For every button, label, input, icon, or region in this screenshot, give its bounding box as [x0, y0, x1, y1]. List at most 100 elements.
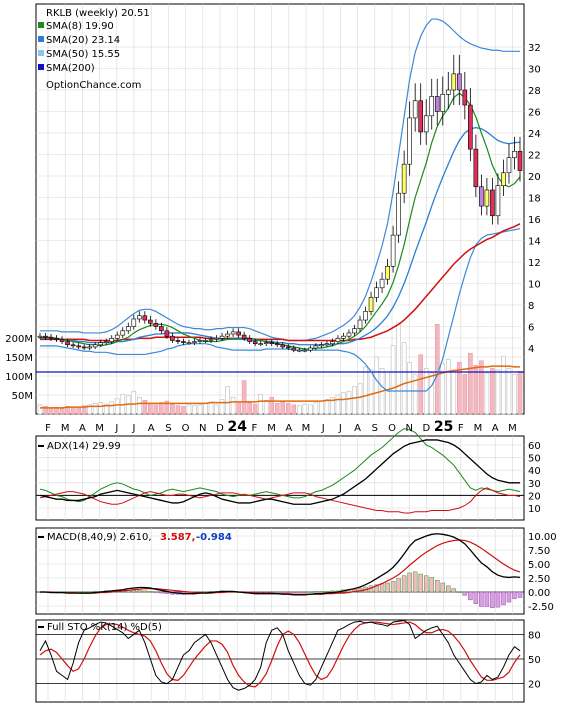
legend-sma50: SMA(50) 15.55: [46, 49, 120, 60]
candle-body: [335, 338, 341, 342]
volume-bar: [70, 406, 76, 415]
x-tick-label: F: [45, 423, 51, 434]
candle-body: [37, 335, 43, 338]
price-tick-label: 12: [528, 258, 541, 269]
macd-histogram-bar: [434, 579, 440, 593]
candle-body: [76, 345, 81, 348]
candle-body: [81, 346, 87, 349]
candle-body: [517, 150, 523, 171]
volume-bar: [230, 396, 236, 415]
volume-bar: [445, 358, 451, 415]
volume-bar: [484, 372, 490, 415]
macd-histogram-bar: [396, 578, 401, 593]
candle-body: [43, 335, 48, 338]
adx-panel-frame: [35, 435, 525, 521]
macd-histogram-bar: [324, 591, 330, 593]
macd-histogram-bar: [401, 575, 407, 593]
x-tick-label: 24: [227, 419, 247, 435]
volume-bar: [37, 404, 43, 415]
macd-histogram-bar: [506, 591, 512, 603]
adx-line: [39, 439, 521, 505]
candle-body: [324, 343, 330, 346]
volume-bar: [308, 404, 313, 415]
candle-body: [87, 346, 92, 349]
volume-bar: [412, 374, 418, 415]
candle-body: [241, 334, 247, 339]
x-tick-label: J: [321, 423, 325, 434]
volume-bar: [148, 403, 153, 415]
macd-histogram-bar: [418, 573, 423, 593]
candle-body: [142, 315, 148, 321]
candle-body: [125, 326, 131, 332]
price-layer: [36, 18, 524, 392]
candle-body: [379, 278, 385, 289]
macd-histogram-bar: [153, 591, 159, 593]
volume-bar: [330, 396, 335, 415]
volume-bar: [203, 403, 208, 415]
macd-histogram-bar: [468, 591, 473, 601]
candle-body: [390, 234, 396, 267]
volume-bar: [368, 369, 374, 415]
volume-bar: [252, 403, 258, 415]
volume-bar: [506, 368, 512, 415]
volume-bar: [186, 404, 192, 415]
macd-tick-label: 7.50: [528, 546, 550, 557]
volume-bar: [297, 405, 302, 415]
candle-body: [319, 344, 324, 347]
macd-histogram-bar: [517, 591, 523, 598]
bollinger-lower-line: [40, 228, 521, 392]
volume-bar: [81, 405, 87, 415]
macd-histogram-bar: [159, 591, 164, 594]
candle-body: [214, 338, 219, 340]
price-tick-label: 32: [528, 43, 541, 54]
candle-body: [103, 341, 109, 343]
macd-line: [40, 533, 521, 596]
candle-body: [396, 192, 401, 236]
x-tick-label: N: [199, 423, 206, 434]
candle-body: [274, 343, 280, 346]
volume-bar: [197, 404, 203, 415]
candle-body: [181, 341, 186, 343]
price-tick-label: 8: [528, 301, 534, 312]
macd-histogram-bar: [302, 591, 308, 593]
volume-bar: [512, 374, 517, 415]
volume-bar: [346, 390, 352, 415]
volume-bar: [462, 374, 468, 415]
volume-bar: [258, 393, 263, 415]
volume-bar: [247, 402, 252, 415]
volume-bar: [401, 342, 407, 415]
candle-body: [451, 73, 457, 91]
macd-histogram-bar: [374, 584, 379, 593]
macd-histogram-bar: [440, 582, 446, 593]
x-tick-label: O: [388, 423, 396, 434]
candle-body: [65, 341, 70, 346]
macd-histogram-bar: [451, 588, 457, 593]
volume-layer: [37, 322, 523, 415]
legend-swatch-sma200: [38, 64, 44, 70]
candle-body: [346, 332, 352, 337]
macd-histogram-bar: [490, 591, 495, 608]
candle-body: [484, 189, 490, 207]
volume-bar: [192, 405, 197, 415]
macd-histogram-bar: [274, 591, 280, 593]
candle-body: [70, 344, 76, 347]
adx-tick-label: 50: [528, 454, 541, 465]
candle-body: [92, 344, 98, 348]
candle-body: [462, 89, 468, 106]
x-tick-label: J: [338, 423, 342, 434]
price-tick-label: 30: [528, 65, 541, 76]
candle-body: [175, 340, 181, 342]
macd-histogram-bar: [512, 591, 517, 599]
macd-histogram-bar: [148, 591, 153, 593]
macd-tick-label: 10.00: [528, 532, 557, 543]
volume-tick-label: 200M: [5, 334, 33, 345]
candle-body: [407, 117, 412, 165]
candle-body: [457, 73, 462, 91]
x-tick-label: A: [285, 423, 292, 434]
volume-bar: [214, 404, 219, 415]
price-tick-label: 18: [528, 194, 541, 205]
candle-body: [203, 340, 208, 342]
adx-minus-di-line: [39, 487, 521, 514]
adx-tick-label: 40: [528, 466, 541, 477]
